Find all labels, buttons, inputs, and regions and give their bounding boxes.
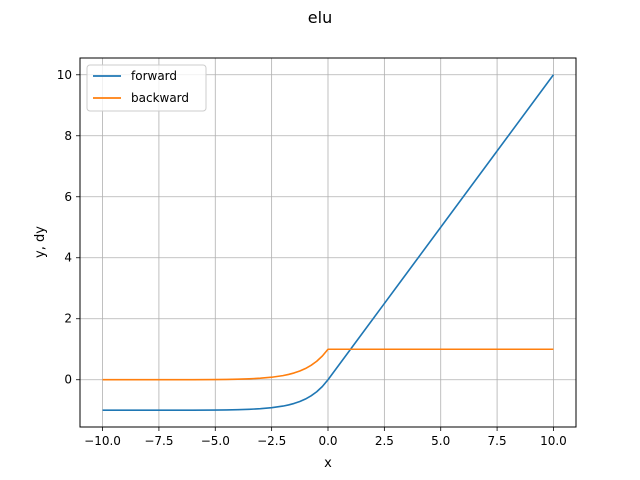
- x-tick-label: 5.0: [431, 434, 450, 448]
- legend-label-backward: backward: [131, 91, 189, 105]
- x-axis-ticks: −10.0 −7.5 −5.0 −2.5 0.0 2.5 5.0 7.5 10.0: [84, 427, 567, 448]
- x-tick-label: 7.5: [488, 434, 507, 448]
- forward-line: [102, 74, 555, 412]
- legend: forward backward: [86, 64, 207, 112]
- y-tick-label: 0: [64, 373, 72, 387]
- chart-title: elu: [308, 8, 332, 27]
- x-tick-label: 2.5: [375, 434, 394, 448]
- x-tick-label: 0.0: [318, 434, 337, 448]
- y-axis-label: y, dy: [33, 226, 48, 258]
- series-lines: [102, 74, 555, 412]
- legend-label-forward: forward: [131, 69, 177, 83]
- y-tick-label: 2: [64, 312, 72, 326]
- y-tick-label: 4: [64, 251, 72, 265]
- x-axis-label: x: [324, 456, 332, 471]
- grid: [80, 58, 576, 427]
- x-tick-label: −10.0: [84, 434, 121, 448]
- y-tick-label: 8: [64, 129, 72, 143]
- y-tick-label: 10: [57, 68, 72, 82]
- backward-line: [102, 348, 554, 381]
- y-tick-label: 6: [64, 190, 72, 204]
- x-tick-label: −2.5: [257, 434, 286, 448]
- x-tick-label: −7.5: [144, 434, 173, 448]
- x-tick-label: −5.0: [201, 434, 230, 448]
- x-tick-label: 10.0: [540, 434, 567, 448]
- y-axis-ticks: 0 2 4 6 8 10: [57, 68, 80, 387]
